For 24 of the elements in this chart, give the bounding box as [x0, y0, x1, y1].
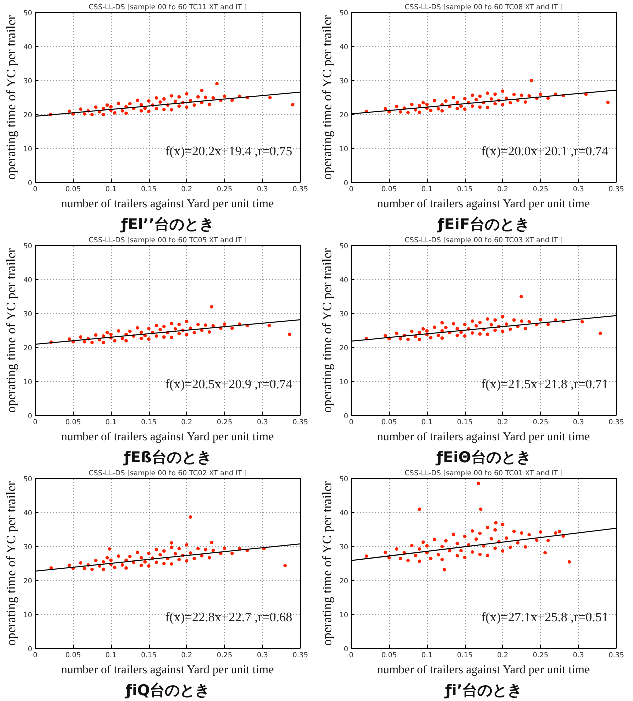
x-axis-title: number of trailers against Yard per unit time — [61, 662, 274, 676]
text: ƒEß台のとき — [123, 448, 212, 466]
annotation: f(x)=22.8x+22.7 ,r=0.68 — [165, 610, 292, 624]
annotation: f(x)=20.2x+19.4 ,r=0.75 — [165, 144, 292, 158]
text: ƒiQ台のとき — [124, 682, 210, 700]
annotation: f(x)=20.0x+20.1 ,r=0.74 — [481, 144, 609, 158]
x-axis-title: number of trailers against Yard per unit time — [61, 196, 274, 210]
text: ƒEiF台のとき — [436, 216, 530, 234]
y-axis-title: operating time of YC per trailer — [4, 248, 19, 413]
annotation: f(x)=27.1x+25.8 ,r=0.51 — [481, 610, 608, 624]
y-axis-title: operating time of YC per trailer — [320, 248, 335, 413]
text: ƒEiΘ台のとき — [436, 448, 532, 466]
x-axis-title: number of trailers against Yard per unit time — [377, 662, 590, 676]
x-axis-title: number of trailers against Yard per unit time — [61, 430, 274, 444]
y-axis-title: operating time of YC per trailer — [4, 14, 19, 180]
text: ƒi’台のとき — [444, 682, 523, 700]
x-axis-title: number of trailers against Yard per unit time — [377, 196, 590, 210]
text: ƒEl’’台のとき — [120, 216, 215, 234]
y-axis-title: operating time of YC per trailer — [320, 480, 335, 646]
y-axis-title: operating time of YC per trailer — [320, 14, 335, 180]
x-axis-title: number of trailers against Yard per unit time — [377, 430, 590, 444]
y-axis-title: operating time of YC per trailer — [4, 480, 19, 646]
annotation: f(x)=20.5x+20.9 ,r=0.74 — [165, 376, 293, 392]
annotation: f(x)=21.5x+21.8 ,r=0.71 — [481, 376, 608, 392]
